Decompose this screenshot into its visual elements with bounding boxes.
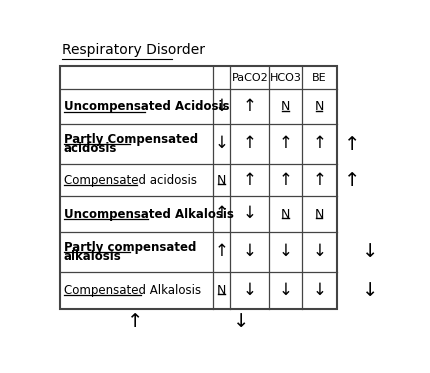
Text: ↓: ↓ [362,281,378,300]
Text: N: N [314,208,324,221]
Text: ↑: ↑ [312,170,326,188]
Text: Uncompensated Alkalosis: Uncompensated Alkalosis [64,208,233,221]
Text: ↓: ↓ [279,280,292,299]
Text: ↓: ↓ [243,280,257,299]
Text: Uncompensated Acidosis: Uncompensated Acidosis [64,100,229,113]
Text: ↑: ↑ [312,134,326,152]
Text: Compensated Alkalosis: Compensated Alkalosis [64,284,201,297]
Text: ↓: ↓ [362,242,378,261]
Text: HCO3: HCO3 [270,73,301,83]
Text: ↑: ↑ [344,171,360,190]
Text: ↑: ↑ [344,135,360,154]
Bar [60,66,337,309]
Text: ↓: ↓ [243,204,257,222]
Text: ↓: ↓ [233,312,249,331]
Text: PaCO2: PaCO2 [231,73,268,83]
Text: N: N [217,174,226,187]
Text: ↑: ↑ [127,312,143,331]
Text: Compensated acidosis: Compensated acidosis [64,174,197,187]
Text: acidosis: acidosis [64,142,117,155]
Text: ↓: ↓ [312,280,326,299]
Text: ↓: ↓ [215,134,228,152]
Text: ↑: ↑ [243,134,257,152]
Text: Partly compensated: Partly compensated [64,241,196,254]
Text: ↑: ↑ [243,97,257,115]
Text: ↓: ↓ [215,97,228,115]
Text: ↑: ↑ [215,242,228,260]
Text: BE: BE [312,73,326,83]
Text: N: N [281,100,290,113]
Text: ↓: ↓ [312,242,326,260]
Text: Partly Compensated: Partly Compensated [64,133,198,146]
Text: ↑: ↑ [279,170,292,188]
Text: ↑: ↑ [243,170,257,188]
Text: ↓: ↓ [279,242,292,260]
Text: Respiratory Disorder: Respiratory Disorder [61,43,205,57]
Text: ↑: ↑ [215,204,228,222]
Text: ↑: ↑ [279,134,292,152]
Text: N: N [314,100,324,113]
Text: ↓: ↓ [243,242,257,260]
Text: N: N [281,208,290,221]
Text: alkalosis: alkalosis [64,250,122,263]
Text: N: N [217,284,226,297]
